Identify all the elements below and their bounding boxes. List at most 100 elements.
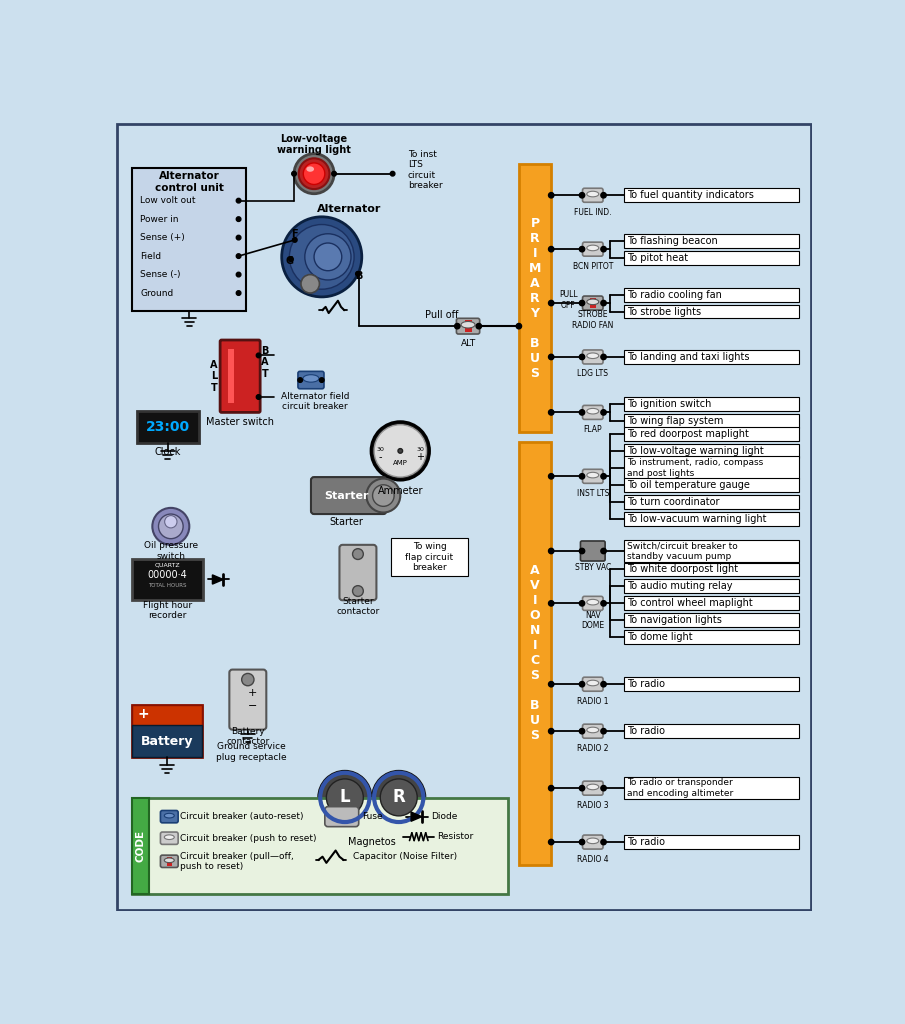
Circle shape [601,410,606,415]
Text: To radio or transponder
and encoding altimeter: To radio or transponder and encoding alt… [626,778,733,798]
Text: Starter: Starter [324,490,368,501]
Text: Diode: Diode [431,812,457,821]
Circle shape [236,272,241,276]
Circle shape [291,171,296,176]
Bar [624,478,799,492]
Text: RADIO 1: RADIO 1 [577,696,608,706]
FancyBboxPatch shape [160,855,178,867]
Text: A
L
T: A L T [210,359,218,393]
Circle shape [579,247,585,252]
Text: Pull off: Pull off [425,310,459,321]
Text: A
V
I
O
N
I
C
S
 
B
U
S: A V I O N I C S B U S [529,564,540,742]
Text: 23:00: 23:00 [146,420,190,434]
Circle shape [548,728,554,734]
Circle shape [380,779,417,816]
FancyBboxPatch shape [160,833,178,845]
Circle shape [236,199,241,203]
Text: Sense (+): Sense (+) [140,233,185,242]
Text: Alternator
control unit: Alternator control unit [155,171,224,193]
FancyBboxPatch shape [583,296,603,310]
Bar [624,288,799,301]
Text: To navigation lights: To navigation lights [626,615,721,626]
FancyBboxPatch shape [583,406,603,420]
Ellipse shape [461,322,475,328]
Circle shape [579,682,585,687]
Text: +: + [248,688,257,698]
Bar [228,349,234,403]
Ellipse shape [586,472,599,478]
Text: F: F [291,228,298,239]
Circle shape [298,378,302,382]
Bar [624,251,799,264]
Circle shape [579,193,585,198]
FancyBboxPatch shape [583,350,603,364]
Ellipse shape [586,784,599,790]
Text: +: + [138,708,149,721]
Bar [137,411,198,443]
Text: To wing
flap circuit
breaker: To wing flap circuit breaker [405,543,453,572]
Text: RADIO 2: RADIO 2 [577,743,608,753]
Circle shape [601,354,606,359]
Text: Ammeter: Ammeter [377,486,423,496]
FancyBboxPatch shape [583,188,603,203]
Circle shape [548,601,554,606]
Text: To flashing beacon: To flashing beacon [626,236,718,246]
Bar [624,427,799,441]
Text: To landing and taxi lights: To landing and taxi lights [626,352,749,361]
Circle shape [327,779,363,816]
Text: Starter: Starter [329,517,363,526]
Text: QUARTZ: QUARTZ [155,562,181,567]
Bar [624,613,799,628]
Circle shape [301,274,319,293]
Ellipse shape [165,813,175,818]
Text: Circuit breaker (auto-reset): Circuit breaker (auto-reset) [180,812,303,821]
Bar [132,705,202,758]
Circle shape [548,410,554,415]
Text: To inst
LTS
circuit
breaker: To inst LTS circuit breaker [408,150,443,189]
Circle shape [236,217,241,221]
Ellipse shape [165,835,175,840]
Circle shape [548,840,554,845]
Bar [519,441,551,865]
Circle shape [601,300,606,306]
Bar [167,857,172,865]
Circle shape [319,378,324,382]
Circle shape [601,682,606,687]
Ellipse shape [586,299,599,304]
Circle shape [292,238,297,243]
Text: To control wheel maplight: To control wheel maplight [626,598,752,608]
Circle shape [152,508,189,545]
Text: To dome light: To dome light [626,632,692,642]
Text: Power in: Power in [140,215,178,223]
Bar [624,350,799,364]
Ellipse shape [586,599,599,605]
Ellipse shape [586,680,599,686]
FancyBboxPatch shape [339,545,376,600]
FancyBboxPatch shape [583,835,603,849]
Circle shape [601,548,606,554]
Text: To radio cooling fan: To radio cooling fan [626,290,721,300]
Circle shape [281,217,362,297]
Text: L: L [339,788,350,807]
Text: To audio muting relay: To audio muting relay [626,582,732,592]
Polygon shape [411,812,422,821]
Text: Battery: Battery [141,735,194,749]
Text: 30: 30 [376,446,385,452]
Bar [132,705,202,727]
FancyBboxPatch shape [583,242,603,256]
Circle shape [579,410,585,415]
FancyBboxPatch shape [298,372,324,389]
Text: To strobe lights: To strobe lights [626,306,700,316]
Bar [624,457,799,479]
Circle shape [165,515,177,528]
Circle shape [314,243,342,270]
Circle shape [579,785,585,791]
Text: R: R [393,788,405,807]
Bar [624,580,799,593]
FancyBboxPatch shape [583,677,603,691]
Text: -: - [378,452,382,462]
Text: Oil pressure
switch: Oil pressure switch [144,542,198,561]
Text: To low-voltage warning light: To low-voltage warning light [626,445,764,456]
Bar [624,631,799,644]
Bar [132,798,149,894]
